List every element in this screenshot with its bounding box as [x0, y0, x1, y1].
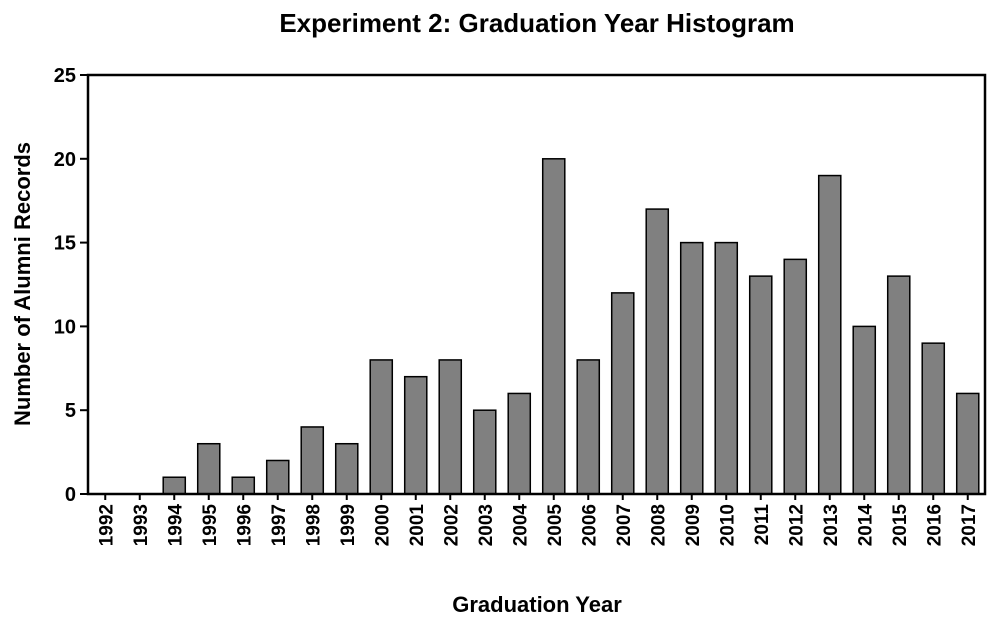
bar	[300, 426, 325, 495]
y-tick-label: 0	[65, 484, 76, 506]
bar	[679, 241, 704, 495]
bar	[472, 409, 497, 495]
bar	[610, 292, 635, 495]
bar	[162, 476, 187, 495]
x-tick-label: 2002	[441, 504, 462, 546]
bar	[196, 442, 221, 495]
x-tick-label: 2006	[579, 504, 600, 546]
bar	[576, 359, 601, 495]
bar	[541, 158, 566, 495]
chart-title: Experiment 2: Graduation Year Histogram	[279, 8, 794, 38]
x-tick-label: 2014	[855, 504, 876, 547]
x-tick-label: 1993	[131, 504, 152, 546]
x-tick-label: 2001	[407, 504, 428, 547]
bar	[645, 208, 670, 495]
bar	[438, 359, 463, 495]
bar	[265, 459, 290, 495]
x-tick-label: 2007	[614, 504, 635, 546]
x-tick-label: 2015	[890, 504, 911, 547]
x-tick-label: 2004	[510, 504, 531, 547]
bar	[817, 174, 842, 495]
x-tick-label: 1996	[234, 504, 255, 546]
y-tick-label: 5	[65, 400, 76, 422]
plot-frame	[86, 73, 987, 496]
x-tick-label: 1997	[269, 504, 290, 546]
y-tick-label: 20	[54, 149, 76, 171]
bar	[231, 476, 256, 495]
bar	[852, 325, 877, 495]
bar	[783, 258, 808, 495]
bar	[886, 275, 911, 495]
y-axis-label: Number of Alumni Records	[10, 142, 35, 426]
y-tick-label: 25	[54, 65, 76, 87]
x-tick-label: 1999	[338, 504, 359, 546]
bar	[748, 275, 773, 495]
x-tick-label: 2009	[683, 504, 704, 546]
x-tick-label: 2012	[786, 504, 807, 546]
x-tick-label: 2000	[372, 504, 393, 546]
x-tick-label: 1992	[96, 504, 117, 546]
x-tick-label: 1994	[165, 504, 186, 547]
x-tick-label: 2008	[648, 504, 669, 546]
bar	[369, 359, 394, 495]
bar	[507, 392, 532, 495]
bar	[921, 342, 946, 495]
x-tick-label: 2005	[545, 504, 566, 547]
x-tick-label: 2003	[476, 504, 497, 546]
x-tick-label: 2011	[752, 504, 773, 546]
bar	[714, 241, 739, 495]
x-tick-label: 1995	[200, 504, 221, 547]
x-tick-label: 1998	[303, 504, 324, 546]
bar	[334, 442, 359, 495]
bar	[403, 375, 428, 495]
x-tick-label: 2010	[717, 504, 738, 546]
y-tick-label: 15	[54, 233, 76, 255]
x-tick-label: 2017	[959, 504, 980, 546]
x-axis-label: Graduation Year	[452, 592, 622, 617]
x-tick-label: 2016	[924, 504, 945, 546]
x-tick-label: 2013	[821, 504, 842, 546]
bar	[955, 392, 980, 495]
y-tick-label: 10	[54, 316, 76, 338]
